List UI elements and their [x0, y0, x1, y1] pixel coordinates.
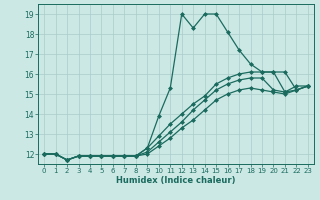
X-axis label: Humidex (Indice chaleur): Humidex (Indice chaleur): [116, 176, 236, 185]
